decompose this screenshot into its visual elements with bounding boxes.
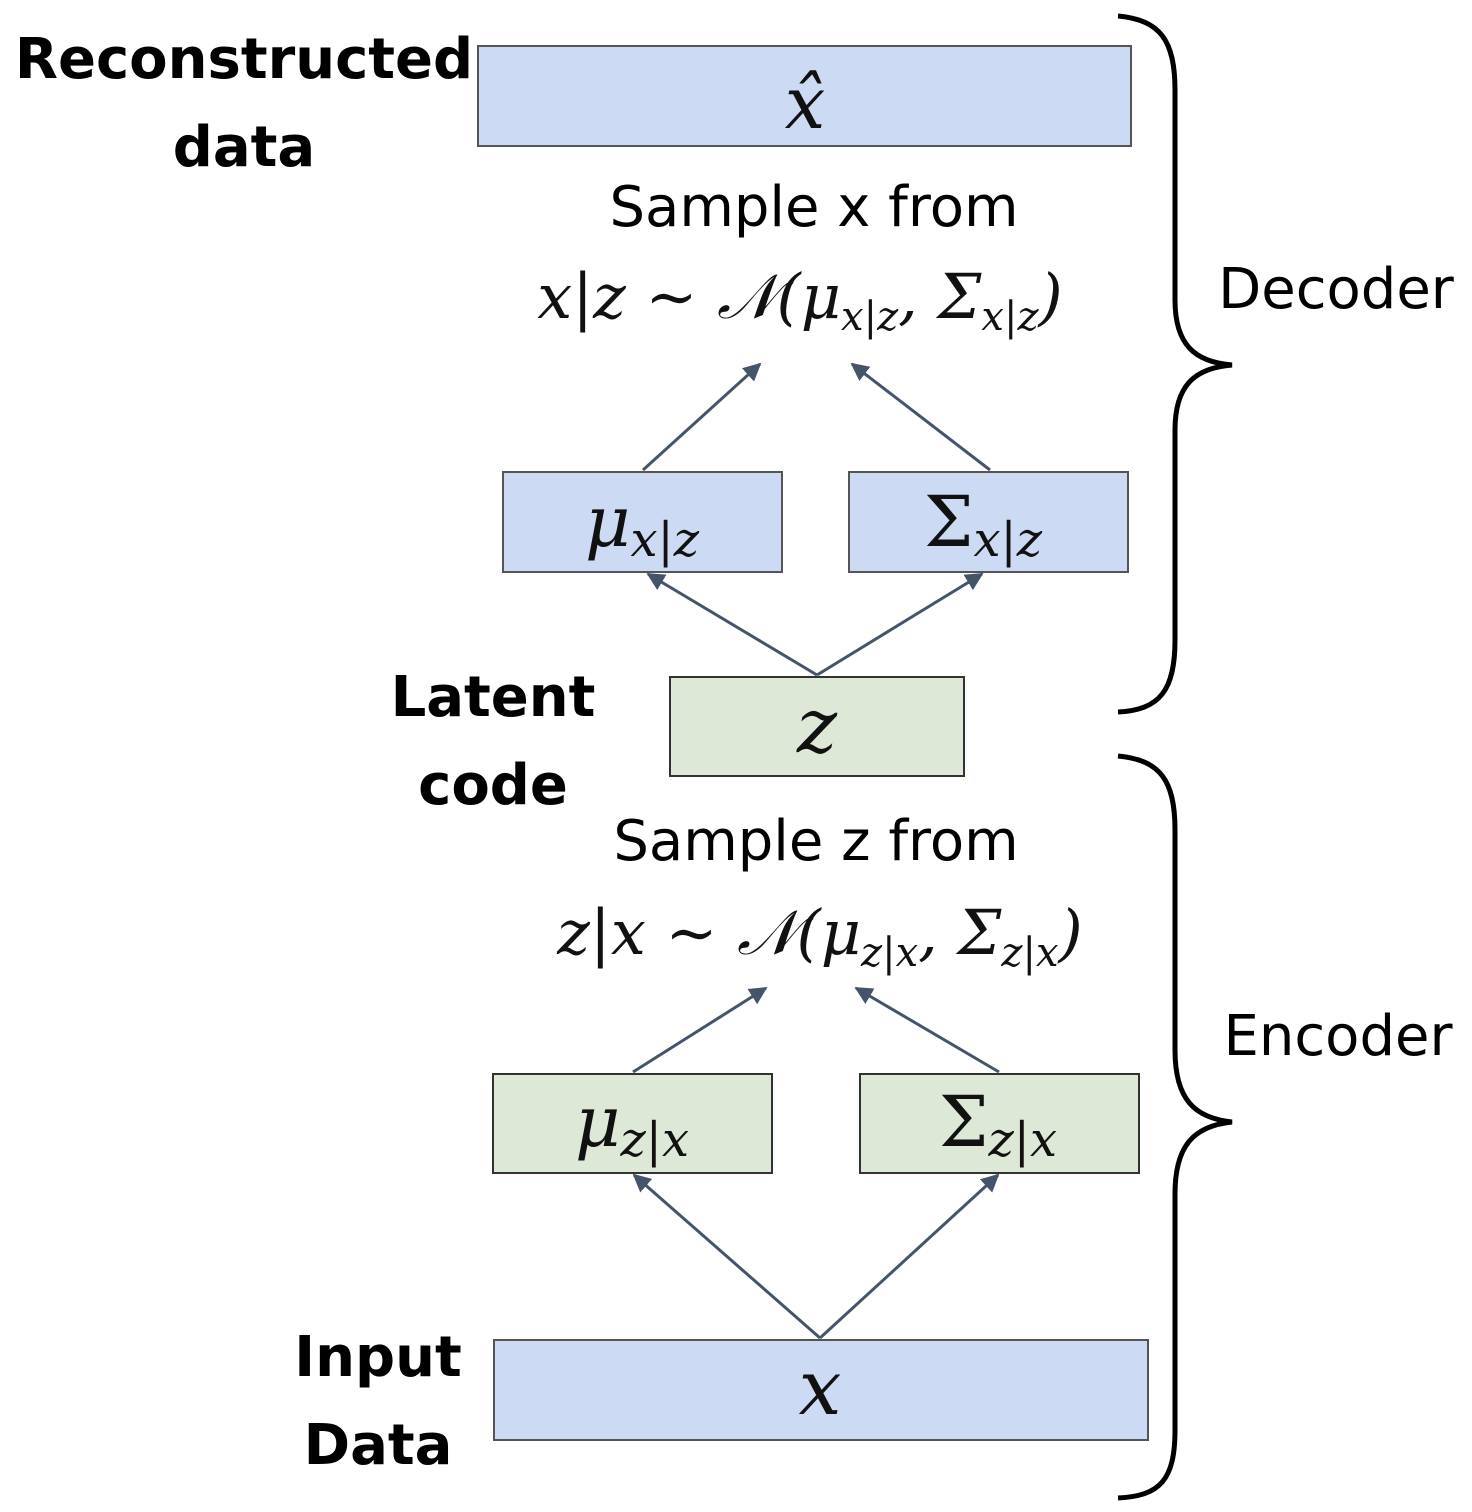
mu-x-given-z-symbol: μx|z xyxy=(585,481,700,568)
input-label-line2: Data xyxy=(304,1413,453,1478)
decoder-label: Decoder xyxy=(1218,257,1455,322)
x-hat-symbol: x̂ xyxy=(785,61,826,145)
encoder-formula: z|x ∼ 𝒩(μz|x, Σz|x) xyxy=(556,896,1082,976)
encoder-brace xyxy=(1117,753,1233,1501)
sigma-z-given-x-symbol: Σz|x xyxy=(939,1081,1057,1168)
mu-z-given-x-symbol: μz|x xyxy=(575,1081,689,1168)
z-symbol: z xyxy=(796,681,838,770)
mu-z-given-x-box xyxy=(492,1073,773,1174)
sigma-x-given-z-symbol: Σx|z xyxy=(924,481,1043,568)
sample-x-text: Sample x from xyxy=(609,175,1018,240)
arrow-sigma-xz-to-formula xyxy=(850,362,991,472)
arrow-x-to-sigma-zx xyxy=(818,1173,1000,1340)
arrow-mu-zx-to-formula xyxy=(632,986,768,1074)
decoder-brace xyxy=(1117,13,1233,715)
latent-label-line2: code xyxy=(418,753,568,818)
reconstructed-label-line2: data xyxy=(173,115,315,180)
arrow-mu-xz-to-formula xyxy=(641,362,762,472)
arrow-sigma-zx-to-formula xyxy=(854,986,1000,1074)
x-box xyxy=(493,1339,1149,1441)
encoder-label: Encoder xyxy=(1224,1004,1454,1069)
reconstructed-label-line1: Reconstructed xyxy=(15,27,473,92)
sigma-x-given-z-box xyxy=(848,471,1129,573)
z-box xyxy=(669,676,965,777)
x-hat-box xyxy=(477,45,1132,147)
latent-label-line1: Latent xyxy=(391,665,596,730)
arrow-x-to-mu-zx xyxy=(632,1173,821,1340)
mu-x-given-z-box xyxy=(502,471,783,573)
input-label-line1: Input xyxy=(294,1325,461,1390)
arrow-z-to-sigma-xz xyxy=(816,572,984,677)
decoder-formula: x|z ∼ 𝒩(μx|z, Σx|z) xyxy=(537,260,1062,340)
arrow-z-to-mu-xz xyxy=(646,572,818,677)
sigma-z-given-x-box xyxy=(859,1073,1140,1174)
sample-z-text: Sample z from xyxy=(613,809,1018,874)
x-symbol: x xyxy=(799,1343,842,1432)
